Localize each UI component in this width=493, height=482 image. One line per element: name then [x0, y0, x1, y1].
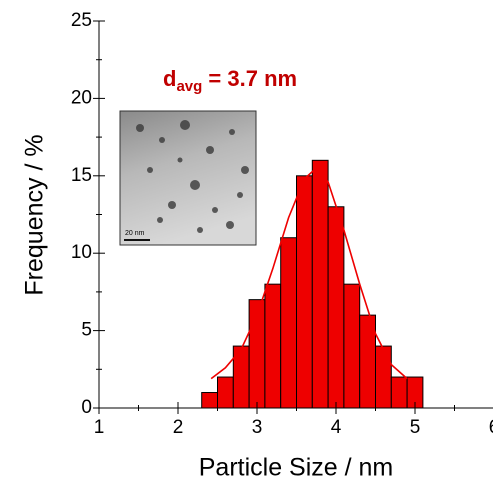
x-tick-label: 4	[331, 417, 342, 438]
fit-line	[210, 166, 408, 380]
bar	[280, 237, 298, 409]
y-tick-label: 15	[71, 165, 92, 186]
bar	[375, 345, 392, 409]
y-tick-label: 20	[71, 87, 92, 108]
chart-title: davg = 3.7 nm	[163, 66, 297, 95]
x-tick-label: 1	[94, 417, 105, 438]
bar	[217, 376, 234, 409]
bar	[390, 376, 408, 409]
y-axis-label: Frequency / %	[21, 134, 49, 295]
title-main: d	[163, 66, 176, 91]
inset-image: 20 nm	[119, 110, 257, 246]
bar	[359, 314, 377, 409]
x-tick-label: 6	[489, 417, 493, 438]
bar	[311, 159, 329, 409]
x-tick-label: 5	[410, 417, 421, 438]
x-tick-label: 2	[173, 417, 184, 438]
x-tick-label: 3	[252, 417, 263, 438]
bar	[296, 175, 313, 409]
x-axis-label: Particle Size / nm	[199, 454, 394, 482]
y-tick-label: 10	[71, 242, 92, 263]
bar	[343, 283, 361, 409]
bar	[201, 392, 218, 409]
y-tick-label: 25	[71, 10, 92, 31]
bar	[264, 283, 282, 409]
y-tick-label: 5	[81, 320, 92, 341]
inset-scale-label: 20 nm	[125, 230, 145, 237]
title-sub: avg	[176, 78, 202, 95]
y-tick-label: 0	[81, 397, 92, 418]
title-rest: = 3.7 nm	[202, 66, 297, 91]
bar	[327, 206, 345, 409]
